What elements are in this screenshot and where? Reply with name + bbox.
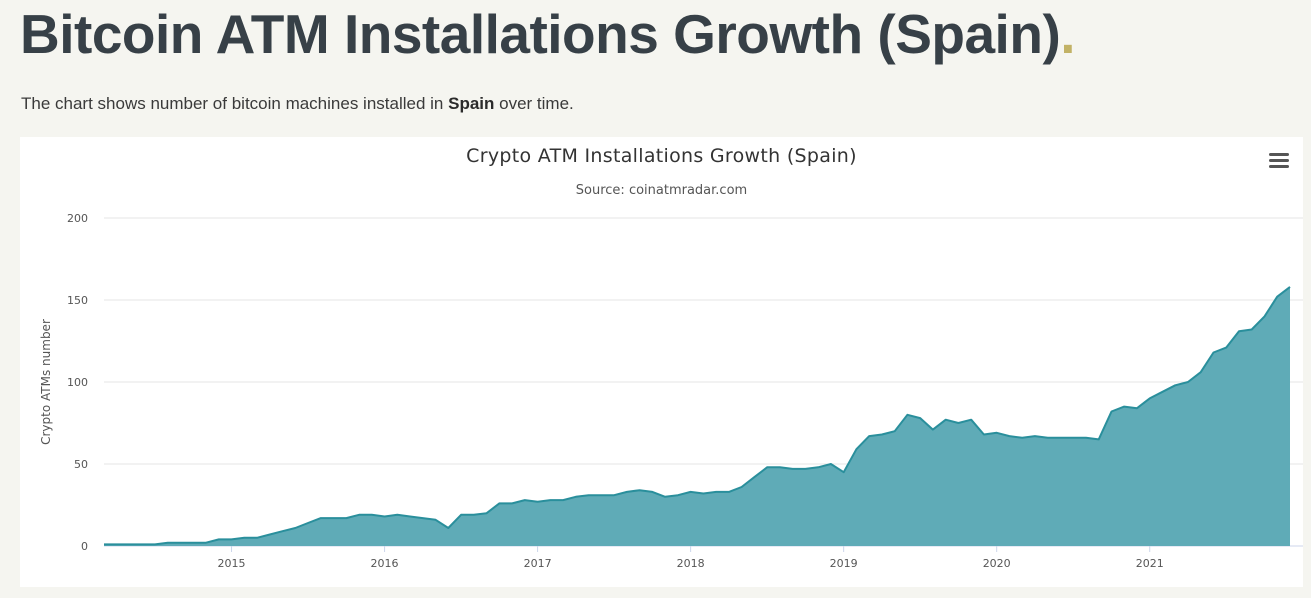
x-tick-label: 2021 bbox=[1136, 557, 1164, 570]
hamburger-menu-icon[interactable] bbox=[1269, 153, 1289, 171]
x-tick-label: 2019 bbox=[830, 557, 858, 570]
page-title: Bitcoin ATM Installations Growth (Spain)… bbox=[20, 2, 1076, 66]
page-subtitle: The chart shows number of bitcoin machin… bbox=[21, 94, 574, 114]
x-tick-label: 2020 bbox=[983, 557, 1011, 570]
subtitle-country: Spain bbox=[448, 94, 495, 113]
y-tick-label: 0 bbox=[81, 540, 88, 553]
x-tick-label: 2018 bbox=[677, 557, 705, 570]
x-tick-label: 2015 bbox=[218, 557, 246, 570]
title-accent-dot: . bbox=[1060, 3, 1076, 65]
subtitle-suffix: over time. bbox=[494, 94, 574, 113]
x-tick-label: 2017 bbox=[524, 557, 552, 570]
y-axis-title: Crypto ATMs number bbox=[39, 319, 53, 445]
y-tick-label: 50 bbox=[74, 458, 88, 471]
y-tick-label: 100 bbox=[67, 376, 88, 389]
y-tick-label: 150 bbox=[67, 294, 88, 307]
series-area bbox=[104, 286, 1290, 546]
series-line bbox=[104, 286, 1291, 546]
y-tick-label: 200 bbox=[67, 212, 88, 225]
chart-title: Crypto ATM Installations Growth (Spain) bbox=[466, 145, 857, 167]
page-title-text: Bitcoin ATM Installations Growth (Spain) bbox=[20, 3, 1061, 65]
chart-container: 0 50 100 150 200 2015 2016 2017 2018 2019 2020 2021… bbox=[20, 137, 1303, 587]
area-chart: 0 50 100 150 200 2015 2016 2017 2018 2019 2020 2021… bbox=[39, 212, 1303, 570]
chart-source: Source: coinatmradar.com bbox=[575, 183, 748, 198]
subtitle-prefix: The chart shows number of bitcoin machin… bbox=[21, 94, 449, 113]
x-tick-label: 2016 bbox=[371, 557, 399, 570]
